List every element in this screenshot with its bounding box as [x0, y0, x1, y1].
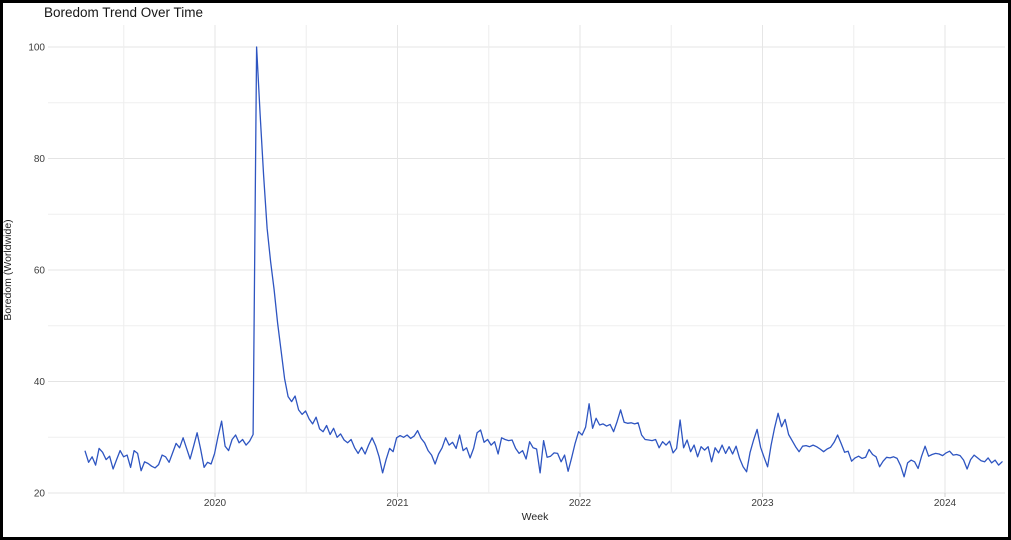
x-tick-label: 2021 — [386, 498, 409, 509]
y-tick-label: 20 — [34, 489, 46, 500]
series-layer — [84, 46, 1003, 478]
y-tick-label: 60 — [34, 266, 46, 277]
tick-labels-layer: 20 40 60 80 100 2020 2021 2022 2023 2024 — [28, 43, 956, 510]
y-tick-label: 80 — [34, 154, 46, 165]
chart-title: Boredom Trend Over Time — [44, 5, 204, 20]
chart-svg: 20 40 60 80 100 2020 2021 2022 2023 2024 Boredom … — [3, 25, 1005, 523]
boredom-trend-line — [84, 46, 1003, 478]
x-tick-label: 2022 — [569, 498, 592, 509]
y-tick-label: 100 — [28, 43, 45, 54]
x-axis-title: Week — [522, 511, 549, 523]
y-tick-label: 40 — [34, 377, 46, 388]
x-tick-label: 2020 — [204, 498, 227, 509]
y-axis-title: Boredom (Worldwide) — [3, 219, 14, 320]
x-tick-label: 2023 — [751, 498, 774, 509]
x-tick-label: 2024 — [934, 498, 957, 509]
gridlines-layer — [48, 25, 1005, 497]
